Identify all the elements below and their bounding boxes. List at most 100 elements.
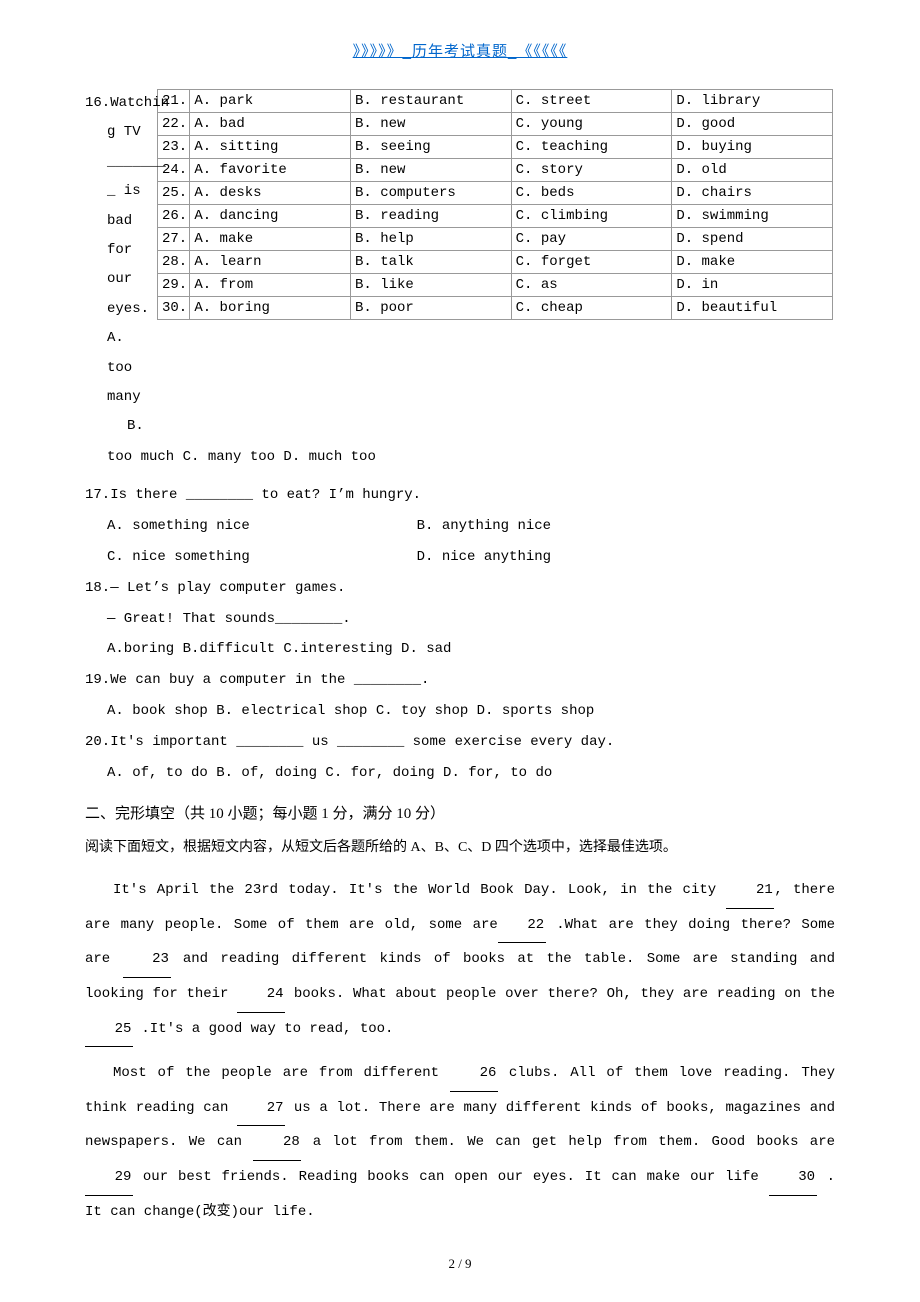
- choice-cell: C. street: [511, 90, 672, 113]
- q18-opts: A.boring B.difficult C.interesting D. sa…: [85, 634, 835, 665]
- choice-cell: D. library: [672, 90, 833, 113]
- blank-24: 24: [237, 978, 285, 1013]
- choice-cell: B. like: [351, 274, 512, 297]
- choice-cell: A. learn: [190, 251, 351, 274]
- q16-optA2: many: [85, 383, 157, 412]
- choice-cell: B. talk: [351, 251, 512, 274]
- choice-cell: B. new: [351, 113, 512, 136]
- table-row: 27.A. makeB. helpC. payD. spend: [158, 228, 833, 251]
- choice-cell: C. pay: [511, 228, 672, 251]
- page-footer: 2 / 9: [0, 1256, 920, 1272]
- p2a: Most of the people are from different: [113, 1065, 450, 1081]
- row-num: 27.: [158, 228, 190, 251]
- table-row: 24.A. favoriteB. newC. storyD. old: [158, 159, 833, 182]
- choice-cell: A. favorite: [190, 159, 351, 182]
- table-row: 28.A. learnB. talkC. forgetD. make: [158, 251, 833, 274]
- table-row: 26.A. dancingB. readingC. climbingD. swi…: [158, 205, 833, 228]
- choice-cell: C. teaching: [511, 136, 672, 159]
- choice-cell: C. cheap: [511, 297, 672, 320]
- p1f: .It's a good way to read, too.: [133, 1021, 393, 1037]
- table-row: 25.A. desksB. computersC. bedsD. chairs: [158, 182, 833, 205]
- cloze-choices-table: 21.A. parkB. restaurantC. streetD. libra…: [157, 89, 833, 320]
- choice-cell: A. dancing: [190, 205, 351, 228]
- choice-cell: B. poor: [351, 297, 512, 320]
- blank-27: 27: [237, 1092, 285, 1127]
- choice-cell: B. new: [351, 159, 512, 182]
- passage-p1: It's April the 23rd today. It's the Worl…: [85, 874, 835, 1047]
- choice-cell: B. help: [351, 228, 512, 251]
- blank-30: 30: [769, 1161, 817, 1196]
- q17-stem: 17.Is there ________ to eat? I’m hungry.: [85, 480, 835, 511]
- choice-cell: C. forget: [511, 251, 672, 274]
- q17-row1: A. something nice B. anything nice: [85, 511, 835, 542]
- table-row: 22.A. badB. newC. youngD. good: [158, 113, 833, 136]
- q20-stem: 20.It's important ________ us ________ s…: [85, 727, 835, 758]
- q16-stem-l5: eyes.: [85, 295, 157, 324]
- choice-cell: D. make: [672, 251, 833, 274]
- row-num: 28.: [158, 251, 190, 274]
- p1a: It's April the 23rd today. It's the Worl…: [113, 882, 726, 898]
- table-row: 23.A. sittingB. seeingC. teachingD. buyi…: [158, 136, 833, 159]
- choice-cell: D. beautiful: [672, 297, 833, 320]
- q16-stem-l4: for our: [85, 236, 157, 295]
- q16-tail: too much C. many too D. much too: [85, 442, 835, 473]
- choice-cell: C. climbing: [511, 205, 672, 228]
- choice-cell: D. spend: [672, 228, 833, 251]
- cloze-passage: It's April the 23rd today. It's the Worl…: [85, 874, 835, 1229]
- blank-21: 21: [726, 874, 774, 909]
- table-row: 29.A. fromB. likeC. asD. in: [158, 274, 833, 297]
- q18-reply: — Great! That sounds________.: [85, 604, 835, 635]
- choice-cell: B. reading: [351, 205, 512, 228]
- q16-stem-l3: _ is bad: [85, 177, 157, 236]
- passage-p2: Most of the people are from different 26…: [85, 1057, 835, 1229]
- header-link: 》》》》》_历年考试真题_《《《《《: [85, 40, 835, 61]
- q16-left-column: 16.Watchin g TV _______ _ is bad for our…: [85, 89, 157, 442]
- q16-optA: A. too: [85, 324, 157, 383]
- blank-23: 23: [123, 943, 171, 978]
- choice-cell: C. as: [511, 274, 672, 297]
- choice-cell: D. swimming: [672, 205, 833, 228]
- choice-cell: A. make: [190, 228, 351, 251]
- q17-row2: C. nice something D. nice anything: [85, 542, 835, 573]
- q16-stem-l1: 16.Watchin: [85, 89, 157, 118]
- q16-stem-gap: _______: [85, 148, 157, 177]
- choice-cell: A. desks: [190, 182, 351, 205]
- choice-cell: D. buying: [672, 136, 833, 159]
- choice-cell: D. old: [672, 159, 833, 182]
- table-row: 30.A. boringB. poorC. cheapD. beautiful: [158, 297, 833, 320]
- choice-cell: A. boring: [190, 297, 351, 320]
- row-num: 22.: [158, 113, 190, 136]
- row-num: 26.: [158, 205, 190, 228]
- blank-25: 25: [85, 1013, 133, 1048]
- q17-a: A. something nice: [107, 518, 250, 534]
- p1e: books. What about people over there? Oh,…: [285, 986, 835, 1002]
- p2d: a lot from them. We can get help from th…: [301, 1134, 835, 1150]
- section2-title: 二、完形填空（共 10 小题；每小题 1 分，满分 10 分）: [85, 802, 835, 823]
- choice-cell: C. beds: [511, 182, 672, 205]
- choice-cell: D. chairs: [672, 182, 833, 205]
- exam-history-link[interactable]: 》》》》》_历年考试真题_《《《《《: [353, 43, 568, 60]
- choice-cell: C. story: [511, 159, 672, 182]
- choice-cell: D. good: [672, 113, 833, 136]
- q17-c: C. nice something: [107, 549, 250, 565]
- choice-cell: A. park: [190, 90, 351, 113]
- q18-stem: 18.— Let’s play computer games.: [85, 573, 835, 604]
- choice-cell: B. restaurant: [351, 90, 512, 113]
- row-num: 24.: [158, 159, 190, 182]
- blank-29: 29: [85, 1161, 133, 1196]
- row-num: 29.: [158, 274, 190, 297]
- questions-block: too much C. many too D. much too 17.Is t…: [85, 442, 835, 789]
- q17-b: B. anything nice: [417, 518, 551, 534]
- choices-table-wrap: 21.A. parkB. restaurantC. streetD. libra…: [157, 89, 835, 320]
- row-num: 25.: [158, 182, 190, 205]
- q19-stem: 19.We can buy a computer in the ________…: [85, 665, 835, 696]
- blank-26: 26: [450, 1057, 498, 1092]
- p2e: our best friends. Reading books can open…: [133, 1169, 769, 1185]
- q17-d: D. nice anything: [417, 549, 551, 565]
- row-num: 30.: [158, 297, 190, 320]
- choice-cell: D. in: [672, 274, 833, 297]
- choice-cell: B. seeing: [351, 136, 512, 159]
- section2-instr: 阅读下面短文，根据短文内容，从短文后各题所给的 A、B、C、D 四个选项中，选择…: [85, 833, 835, 864]
- table-row: 21.A. parkB. restaurantC. streetD. libra…: [158, 90, 833, 113]
- choice-cell: C. young: [511, 113, 672, 136]
